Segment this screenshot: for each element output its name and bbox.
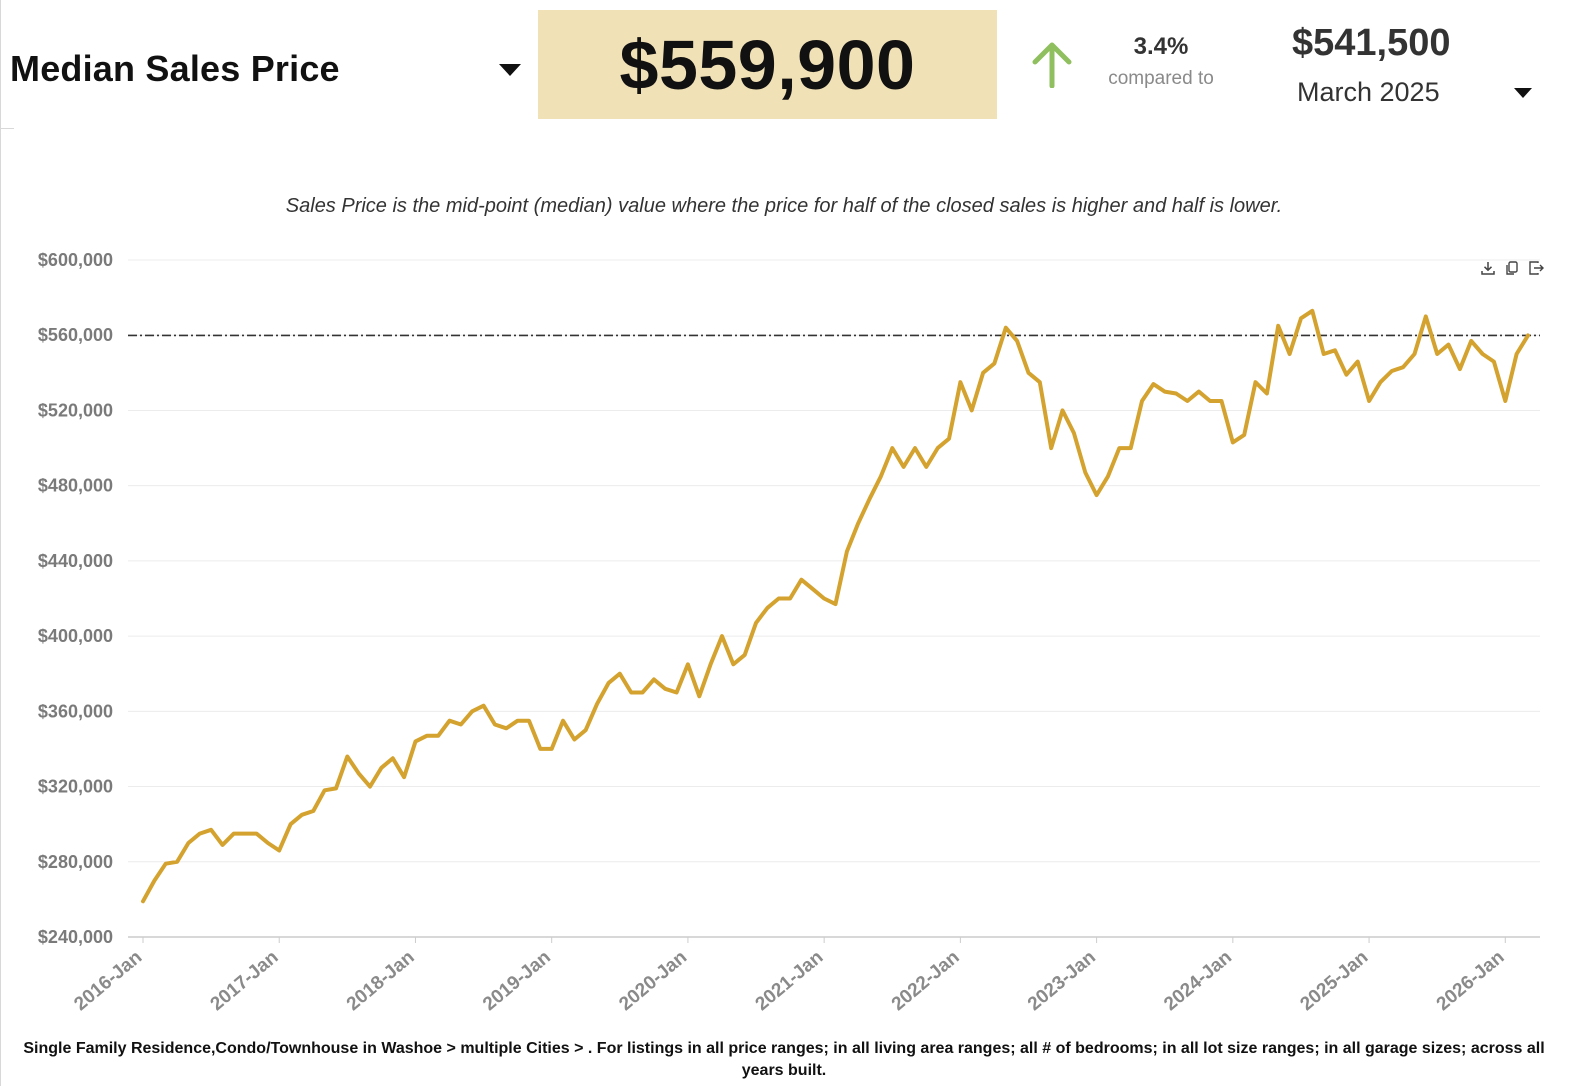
x-tick-label: 2022-Jan <box>888 947 964 1015</box>
up-arrow-icon <box>1032 42 1072 88</box>
chart-description: Sales Price is the mid-point (median) va… <box>285 195 1283 217</box>
line-chart: $600,000 $560,000 $520,000 $480,000 $440,000… <box>38 250 1540 1015</box>
x-tick-label: 2020-Jan <box>615 947 691 1015</box>
x-tick-label: 2023-Jan <box>1024 947 1100 1015</box>
x-tick-label: 2026-Jan <box>1433 947 1509 1015</box>
metric-dropdown-button[interactable] <box>496 60 524 82</box>
x-tick-label: 2024-Jan <box>1160 947 1236 1015</box>
caret-down-icon <box>499 64 521 76</box>
y-tick-label: $240,000 <box>38 927 113 947</box>
y-tick-label: $360,000 <box>38 701 113 721</box>
header-divider <box>0 128 14 129</box>
current-value: $559,900 <box>619 25 916 104</box>
x-tick-label: 2025-Jan <box>1296 947 1372 1015</box>
frame-border <box>0 0 1 1086</box>
y-tick-label: $320,000 <box>38 777 113 797</box>
compared-to-label: compared to <box>1108 68 1214 89</box>
chart-footnote: Single Family Residence,Condo/Townhouse … <box>23 1040 1545 1079</box>
current-value-panel: $559,900 <box>538 10 997 119</box>
y-tick-label: $280,000 <box>38 852 113 872</box>
metric-title: Median Sales Price <box>10 48 340 89</box>
x-tick-label: 2021-Jan <box>752 947 828 1015</box>
copy-icon[interactable] <box>1504 260 1520 276</box>
x-tick-label: 2017-Jan <box>207 947 283 1015</box>
chart-toolbar <box>1480 260 1544 278</box>
y-tick-label: $560,000 <box>38 325 113 345</box>
y-tick-label: $480,000 <box>38 476 113 496</box>
caret-down-icon <box>1514 88 1532 98</box>
x-tick-label: 2019-Jan <box>479 947 555 1015</box>
y-tick-label: $400,000 <box>38 626 113 646</box>
y-tick-label: $440,000 <box>38 551 113 571</box>
series-line <box>141 308 1530 904</box>
download-icon[interactable] <box>1480 260 1496 276</box>
x-tick-label: 2018-Jan <box>343 947 419 1015</box>
y-tick-label: $600,000 <box>38 250 113 270</box>
y-tick-label: $520,000 <box>38 400 113 420</box>
date-dropdown-button[interactable] <box>1510 84 1536 104</box>
x-tick-label: 2016-Jan <box>70 947 146 1015</box>
compare-value: $541,500 <box>1292 22 1451 64</box>
compare-date[interactable]: March 2025 <box>1297 77 1440 107</box>
change-percent: 3.4% <box>1133 33 1189 60</box>
export-icon[interactable] <box>1528 260 1544 276</box>
